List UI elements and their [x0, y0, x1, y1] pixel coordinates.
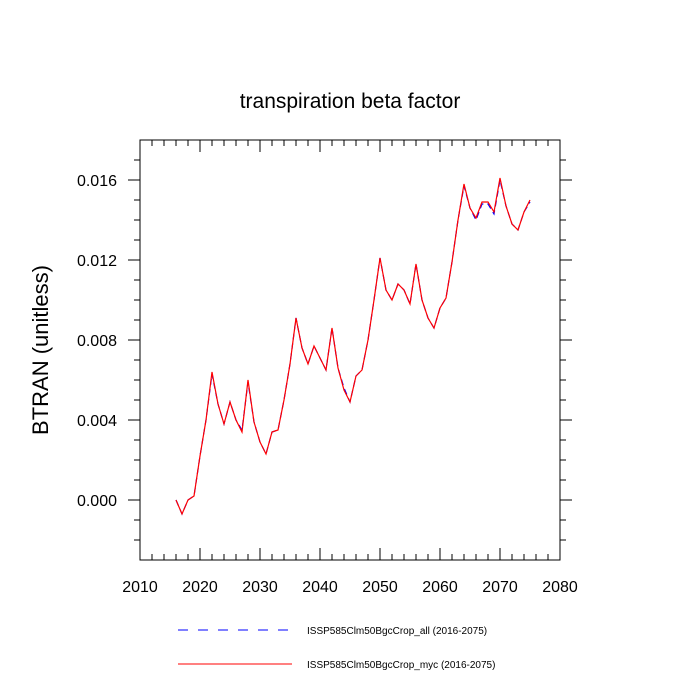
x-tick-labels: 2010 2020 2030 2040 2050 2060 2070 2080 [122, 579, 578, 596]
series-lines [175, 177, 531, 516]
y-tick-label: 0.012 [77, 253, 117, 270]
legend: ISSP585Clm50BgcCrop_all (2016-2075) ISSP5… [178, 626, 495, 671]
series-line-1 [175, 179, 531, 516]
x-tick-label: 2030 [242, 579, 278, 596]
y-tick-label: 0.004 [77, 413, 117, 430]
x-tick-label: 2050 [362, 579, 398, 596]
x-tick-label: 2060 [422, 579, 458, 596]
y-tick-labels: 0.000 0.004 0.008 0.012 0.016 [77, 173, 117, 510]
y-axis-label: BTRAN (unitless) [28, 265, 53, 435]
x-tick-label: 2020 [182, 579, 218, 596]
plot-frame [139, 139, 561, 561]
chart-title: transpiration beta factor [240, 90, 461, 113]
y-tick-label: 0.016 [77, 173, 117, 190]
legend-label-2: ISSP585Clm50BgcCrop_myc (2016-2075) [307, 660, 495, 671]
y-tick-label: 0.008 [77, 333, 117, 350]
y-tick-label: 0.000 [77, 493, 117, 510]
legend-label-1: ISSP585Clm50BgcCrop_all (2016-2075) [307, 626, 487, 637]
x-tick-label: 2040 [302, 579, 338, 596]
series-line-2 [175, 177, 531, 516]
x-tick-label: 2070 [482, 579, 518, 596]
x-tick-label: 2010 [122, 579, 158, 596]
x-tick-label: 2080 [542, 579, 578, 596]
axis-ticks [128, 140, 572, 560]
